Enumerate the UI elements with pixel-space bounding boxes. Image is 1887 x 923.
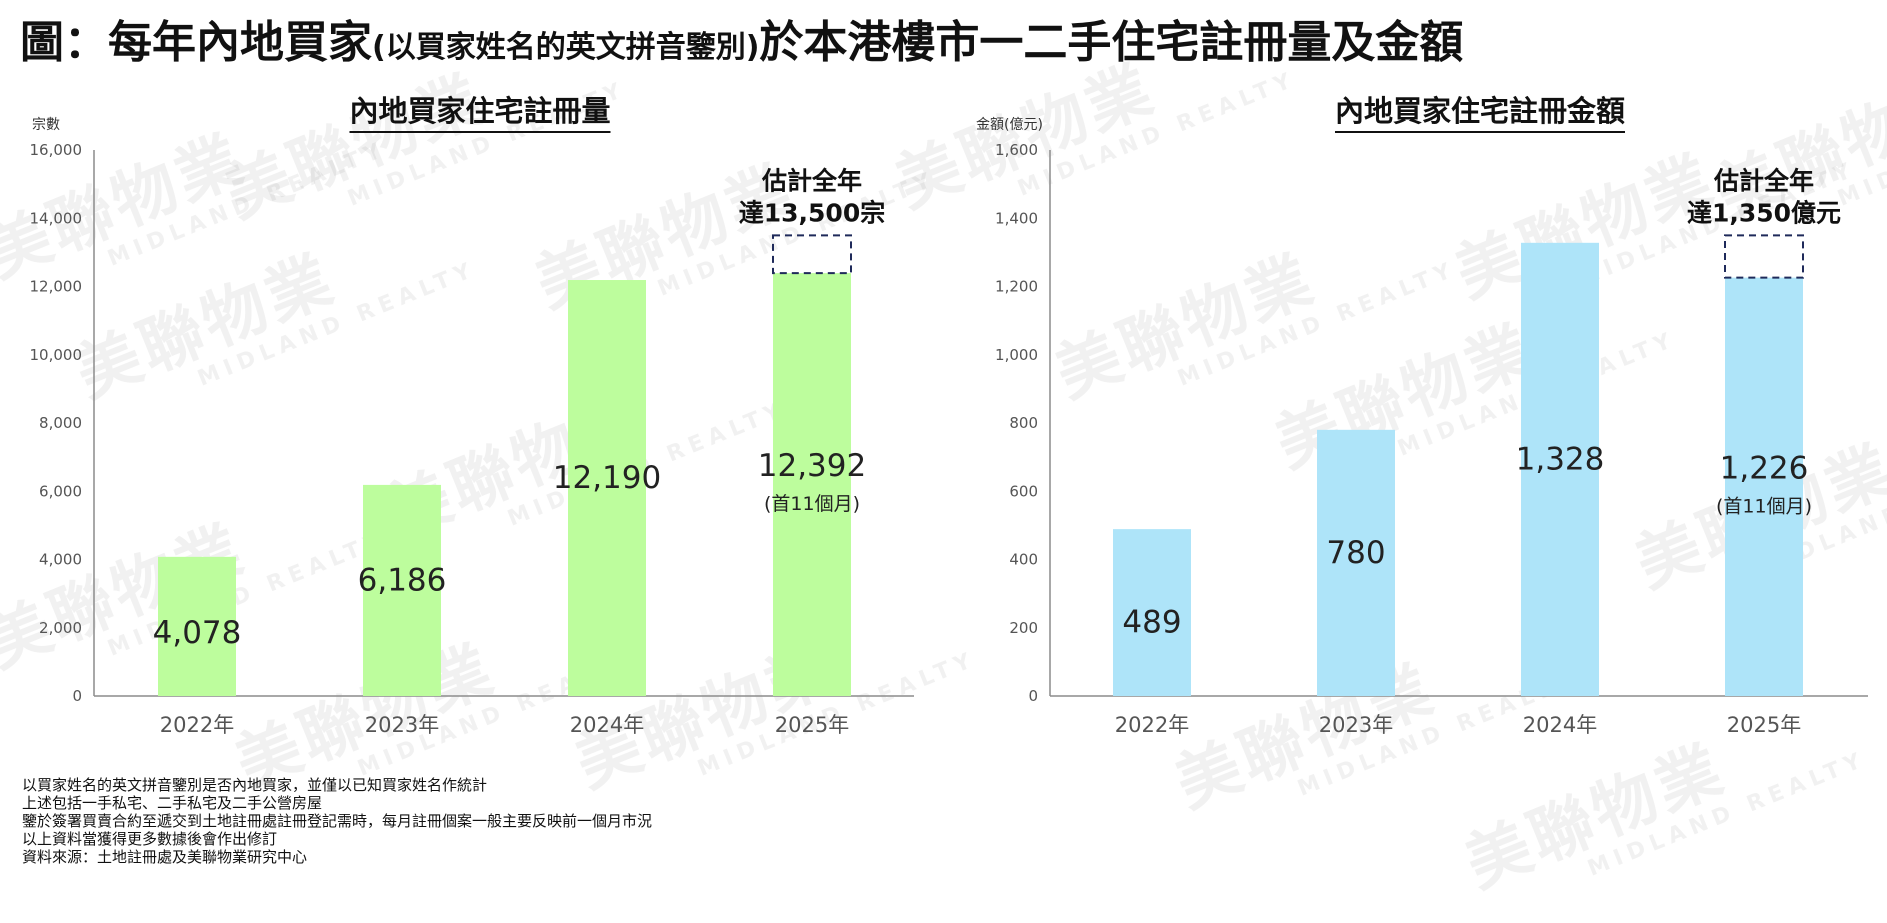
footnote: 以上資料當獲得更多數據後會作出修訂 [22, 830, 278, 848]
bar-2024年 [568, 280, 646, 696]
x-tick-label: 2022年 [160, 713, 234, 737]
x-tick-label: 2024年 [1523, 713, 1597, 737]
y-tick-label: 4,000 [39, 551, 82, 569]
bar-2024年 [1521, 242, 1599, 696]
data-label: 489 [1122, 605, 1181, 641]
left-chart-title: 內地買家住宅註冊量 [349, 88, 611, 133]
x-tick-label: 2025年 [1727, 713, 1801, 737]
left-y-axis-unit: 宗數 [32, 117, 60, 133]
right-y-axis-unit: 金額(億元) [976, 117, 1043, 133]
data-sub-label: (首11個月) [764, 493, 860, 515]
y-tick-label: 12,000 [30, 278, 83, 296]
page-title-part3: 於本港樓市一二手住宅註冊量及金額 [759, 17, 1464, 68]
y-tick-label: 1,400 [995, 209, 1038, 227]
data-label: 4,078 [153, 615, 242, 651]
x-tick-label: 2025年 [775, 713, 849, 737]
y-tick-label: 16,000 [30, 141, 83, 159]
footnote: 以買家姓名的英文拼音鑒別是否內地買家，並僅以已知買家姓名作統計 [22, 776, 488, 794]
x-tick-label: 2022年 [1115, 713, 1189, 737]
data-label: 1,226 [1720, 450, 1809, 486]
amount-bar-chart: 0 200 400 600 800 1,000 1,200 1,400 1,600 2022年 48… [995, 141, 1868, 737]
y-tick-label: 800 [1009, 414, 1038, 432]
y-tick-label: 1,200 [995, 278, 1038, 296]
footnote: 鑒於簽署買賣合約至遞交到土地註冊處註冊登記需時，每月註冊個案一般主要反映前一個月… [22, 812, 653, 830]
bar-2025年 [1725, 277, 1803, 696]
footnote: 資料來源：土地註冊處及美聯物業研究中心 [22, 848, 308, 866]
page-title: 圖：每年內地買家(以買家姓名的英文拼音鑒別)於本港樓市一二手住宅註冊量及金額 [20, 6, 1463, 70]
estimate-label: 估計全年 [761, 166, 862, 195]
estimate-label: 達1,350億元 [1687, 198, 1841, 227]
y-tick-label: 8,000 [39, 414, 82, 432]
data-sub-label: (首11個月) [1716, 495, 1812, 517]
bar-2022年 [1113, 529, 1191, 696]
right-chart-title: 內地買家住宅註冊金額 [1334, 88, 1626, 133]
x-tick-label: 2023年 [1319, 713, 1393, 737]
page-title-part2: (以買家姓名的英文拼音鑒別) [372, 30, 760, 65]
y-tick-label: 14,000 [30, 209, 83, 227]
bar-2025年 [773, 273, 851, 696]
data-label: 1,328 [1516, 441, 1605, 477]
footnote: 上述包括一手私宅、二手私宅及二手公營房屋 [22, 794, 323, 812]
page-title-part1: 圖：每年內地買家 [20, 17, 372, 68]
data-label: 12,392 [758, 448, 866, 484]
y-tick-label: 6,000 [39, 482, 82, 500]
bar-2022年 [158, 556, 236, 696]
y-tick-label: 0 [72, 687, 82, 705]
y-tick-label: 600 [1009, 482, 1038, 500]
x-tick-label: 2024年 [570, 713, 644, 737]
estimate-dashed-box [1724, 234, 1804, 279]
estimate-label: 估計全年 [1713, 166, 1814, 195]
data-label: 12,190 [553, 460, 661, 496]
bar-2023年 [363, 484, 441, 696]
estimate-dashed-box [772, 234, 852, 275]
y-tick-label: 1,000 [995, 346, 1038, 364]
y-tick-label: 1,600 [995, 141, 1038, 159]
bar-2023年 [1317, 429, 1395, 696]
estimate-label: 達13,500宗 [739, 198, 885, 227]
registrations-bar-chart: 0 2,000 4,000 6,000 8,000 10,000 12,000 14,000 1… [30, 141, 914, 737]
footnotes: 以買家姓名的英文拼音鑒別是否內地買家，並僅以已知買家姓名作統計 上述包括一手私宅… [22, 776, 652, 866]
data-label: 6,186 [358, 562, 447, 598]
y-tick-label: 200 [1009, 619, 1038, 637]
y-tick-label: 0 [1028, 687, 1038, 705]
x-tick-label: 2023年 [365, 713, 439, 737]
data-label: 780 [1326, 535, 1385, 571]
y-tick-label: 10,000 [30, 346, 83, 364]
y-tick-label: 400 [1009, 551, 1038, 569]
y-tick-label: 2,000 [39, 619, 82, 637]
